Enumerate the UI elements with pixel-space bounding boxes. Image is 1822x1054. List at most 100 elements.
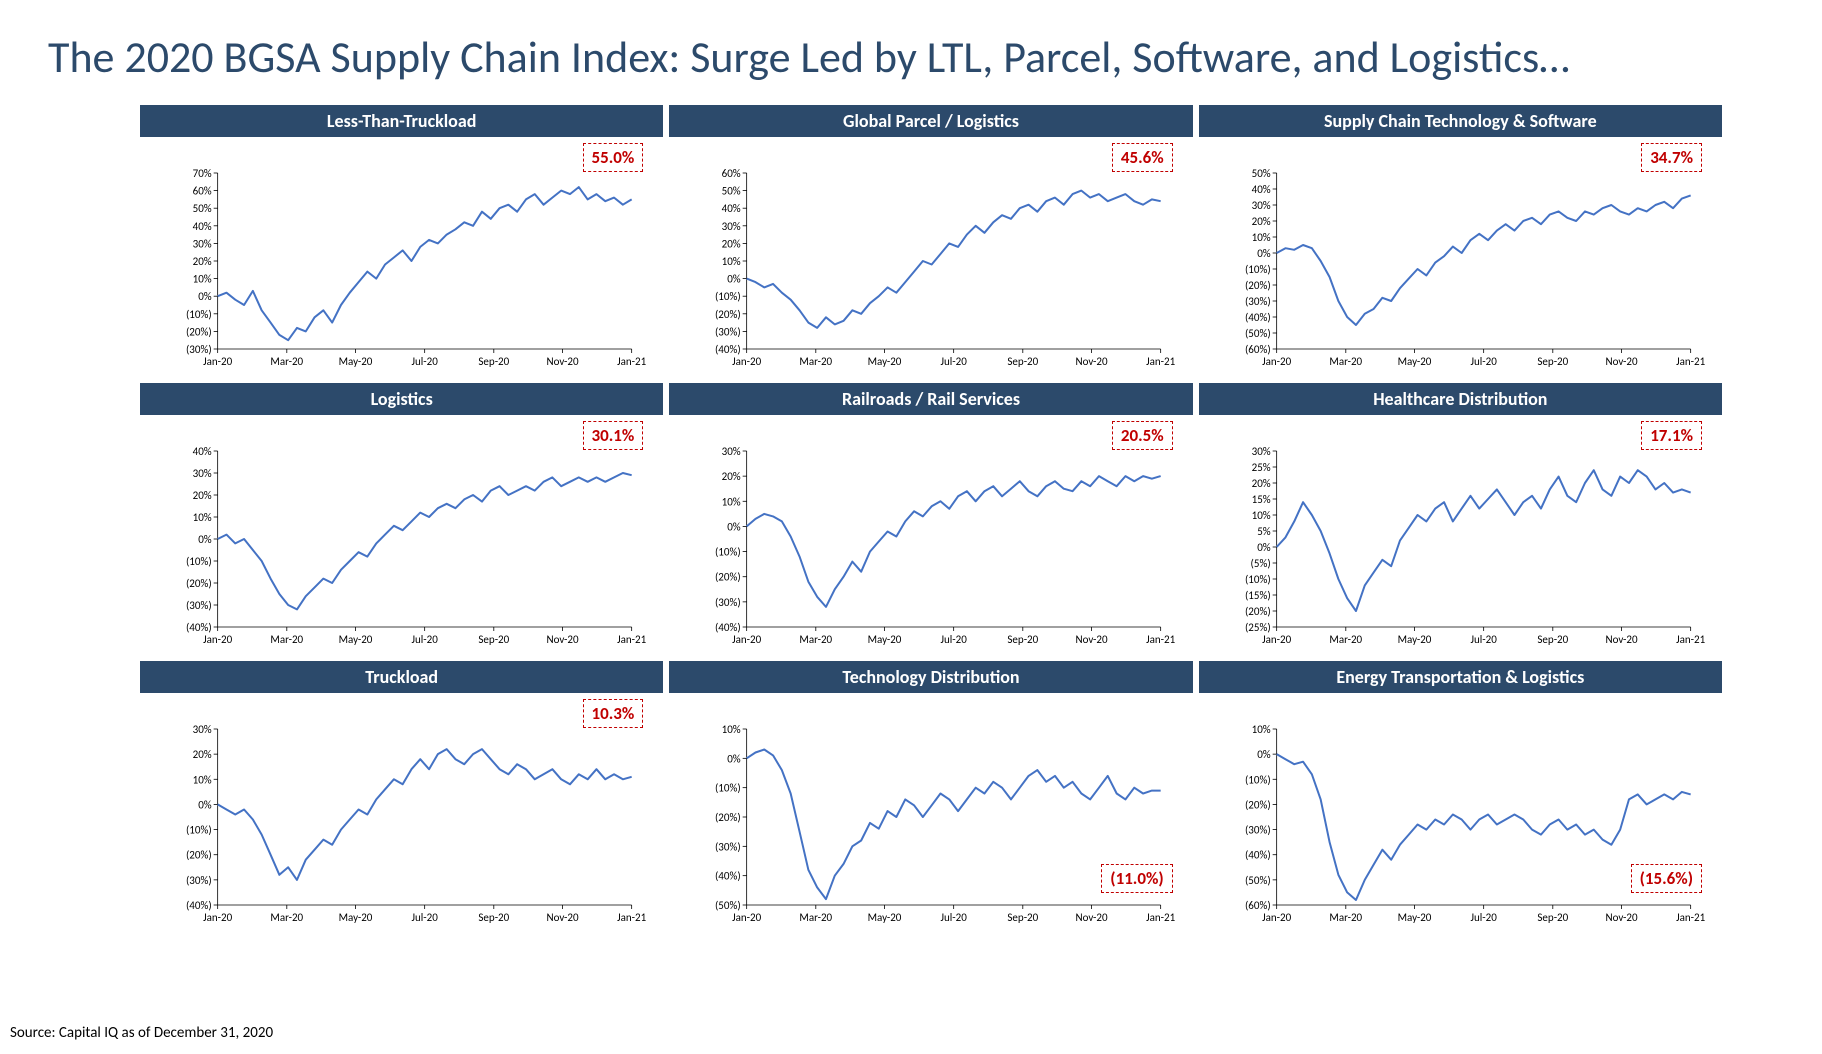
svg-text:Nov-20: Nov-20: [1076, 911, 1109, 924]
svg-text:0%: 0%: [198, 290, 212, 303]
svg-text:May-20: May-20: [1397, 355, 1431, 368]
chart-panel: Railroads / Rail Services20.5%(40%)(30%)…: [669, 383, 1192, 655]
svg-text:Jan-20: Jan-20: [203, 911, 232, 924]
svg-text:Jul-20: Jul-20: [1470, 633, 1497, 646]
svg-text:Mar-20: Mar-20: [1329, 355, 1362, 368]
svg-text:40%: 40%: [722, 202, 741, 215]
svg-text:20%: 20%: [722, 237, 741, 250]
svg-text:(10%): (10%): [715, 546, 741, 559]
svg-text:30%: 30%: [1251, 445, 1270, 458]
svg-text:60%: 60%: [722, 167, 741, 180]
svg-text:0%: 0%: [1257, 247, 1271, 260]
svg-text:30%: 30%: [722, 445, 741, 458]
svg-text:(20%): (20%): [186, 577, 212, 590]
chart-panel: Less-Than-Truckload55.0%(30%)(20%)(10%)0…: [140, 105, 663, 377]
svg-text:(10%): (10%): [1245, 573, 1271, 586]
chart-plot: 17.1%(25%)(20%)(15%)(10%)(5%)0%5%10%15%2…: [1199, 415, 1722, 655]
svg-text:(5%): (5%): [1250, 557, 1270, 570]
svg-text:(40%): (40%): [1245, 311, 1271, 324]
performance-badge: (15.6%): [1631, 864, 1702, 893]
svg-text:(40%): (40%): [715, 870, 741, 883]
performance-badge: 10.3%: [583, 699, 644, 728]
svg-text:40%: 40%: [193, 445, 212, 458]
svg-text:Mar-20: Mar-20: [800, 633, 833, 646]
svg-text:10%: 10%: [722, 723, 741, 736]
svg-text:10%: 10%: [193, 511, 212, 524]
svg-text:10%: 10%: [193, 773, 212, 786]
svg-text:Jul-20: Jul-20: [411, 355, 438, 368]
svg-text:Jan-20: Jan-20: [1262, 633, 1291, 646]
svg-text:Mar-20: Mar-20: [800, 355, 833, 368]
svg-text:(20%): (20%): [715, 571, 741, 584]
svg-text:May-20: May-20: [339, 633, 373, 646]
svg-text:Jan-21: Jan-21: [617, 355, 646, 368]
svg-text:Jul-20: Jul-20: [1470, 355, 1497, 368]
svg-text:0%: 0%: [1257, 541, 1271, 554]
svg-text:(10%): (10%): [715, 782, 741, 795]
svg-text:Nov-20: Nov-20: [546, 633, 579, 646]
svg-text:20%: 20%: [193, 255, 212, 268]
svg-text:Jan-21: Jan-21: [1676, 355, 1705, 368]
svg-text:Nov-20: Nov-20: [1076, 355, 1109, 368]
chart-panel: Supply Chain Technology & Software34.7%(…: [1199, 105, 1722, 377]
svg-text:(20%): (20%): [1245, 798, 1271, 811]
svg-text:(30%): (30%): [715, 596, 741, 609]
svg-text:May-20: May-20: [868, 355, 902, 368]
svg-text:(30%): (30%): [715, 840, 741, 853]
svg-text:Sep-20: Sep-20: [478, 355, 509, 368]
svg-text:10%: 10%: [1251, 231, 1270, 244]
svg-text:(15%): (15%): [1245, 589, 1271, 602]
svg-text:Jan-21: Jan-21: [1146, 633, 1175, 646]
svg-text:25%: 25%: [1251, 461, 1270, 474]
svg-text:Sep-20: Sep-20: [1537, 355, 1568, 368]
svg-text:Jan-20: Jan-20: [203, 355, 232, 368]
svg-text:May-20: May-20: [1397, 633, 1431, 646]
svg-text:Jan-20: Jan-20: [203, 633, 232, 646]
svg-text:Mar-20: Mar-20: [800, 911, 833, 924]
svg-text:10%: 10%: [193, 273, 212, 286]
svg-text:70%: 70%: [193, 167, 212, 180]
svg-text:10%: 10%: [722, 255, 741, 268]
svg-text:May-20: May-20: [339, 911, 373, 924]
svg-text:Nov-20: Nov-20: [546, 355, 579, 368]
chart-title: Healthcare Distribution: [1199, 383, 1722, 415]
svg-text:0%: 0%: [1257, 748, 1271, 761]
svg-text:10%: 10%: [1251, 509, 1270, 522]
svg-text:Jan-20: Jan-20: [1262, 355, 1291, 368]
chart-grid: Less-Than-Truckload55.0%(30%)(20%)(10%)0…: [40, 105, 1782, 933]
svg-text:(30%): (30%): [715, 325, 741, 338]
svg-text:Nov-20: Nov-20: [1076, 633, 1109, 646]
svg-text:(10%): (10%): [715, 290, 741, 303]
svg-text:(50%): (50%): [1245, 327, 1271, 340]
svg-text:Jan-21: Jan-21: [1676, 633, 1705, 646]
svg-text:(40%): (40%): [1245, 849, 1271, 862]
svg-text:40%: 40%: [193, 220, 212, 233]
svg-text:50%: 50%: [193, 202, 212, 215]
svg-text:Jan-21: Jan-21: [617, 633, 646, 646]
svg-text:Mar-20: Mar-20: [270, 633, 303, 646]
chart-plot: 20.5%(40%)(30%)(20%)(10%)0%10%20%30%Jan-…: [669, 415, 1192, 655]
svg-text:Sep-20: Sep-20: [1008, 355, 1039, 368]
performance-badge: (11.0%): [1101, 864, 1172, 893]
svg-text:(30%): (30%): [1245, 824, 1271, 837]
svg-text:0%: 0%: [198, 533, 212, 546]
svg-text:(10%): (10%): [186, 308, 212, 321]
svg-text:Mar-20: Mar-20: [270, 911, 303, 924]
svg-text:Nov-20: Nov-20: [1605, 633, 1638, 646]
svg-text:Sep-20: Sep-20: [1537, 633, 1568, 646]
chart-title: Logistics: [140, 383, 663, 415]
svg-text:May-20: May-20: [868, 633, 902, 646]
svg-text:20%: 20%: [1251, 477, 1270, 490]
svg-text:May-20: May-20: [1397, 911, 1431, 924]
svg-text:(50%): (50%): [1245, 874, 1271, 887]
svg-text:(30%): (30%): [186, 599, 212, 612]
svg-text:(10%): (10%): [186, 555, 212, 568]
chart-panel: Technology Distribution(11.0%)(50%)(40%)…: [669, 661, 1192, 933]
page-title: The 2020 BGSA Supply Chain Index: Surge …: [40, 30, 1782, 85]
performance-badge: 55.0%: [583, 143, 644, 172]
svg-text:Nov-20: Nov-20: [546, 911, 579, 924]
svg-text:Jan-20: Jan-20: [732, 633, 761, 646]
performance-badge: 17.1%: [1641, 421, 1702, 450]
chart-plot: (11.0%)(50%)(40%)(30%)(20%)(10%)0%10%Jan…: [669, 693, 1192, 933]
svg-text:10%: 10%: [722, 495, 741, 508]
